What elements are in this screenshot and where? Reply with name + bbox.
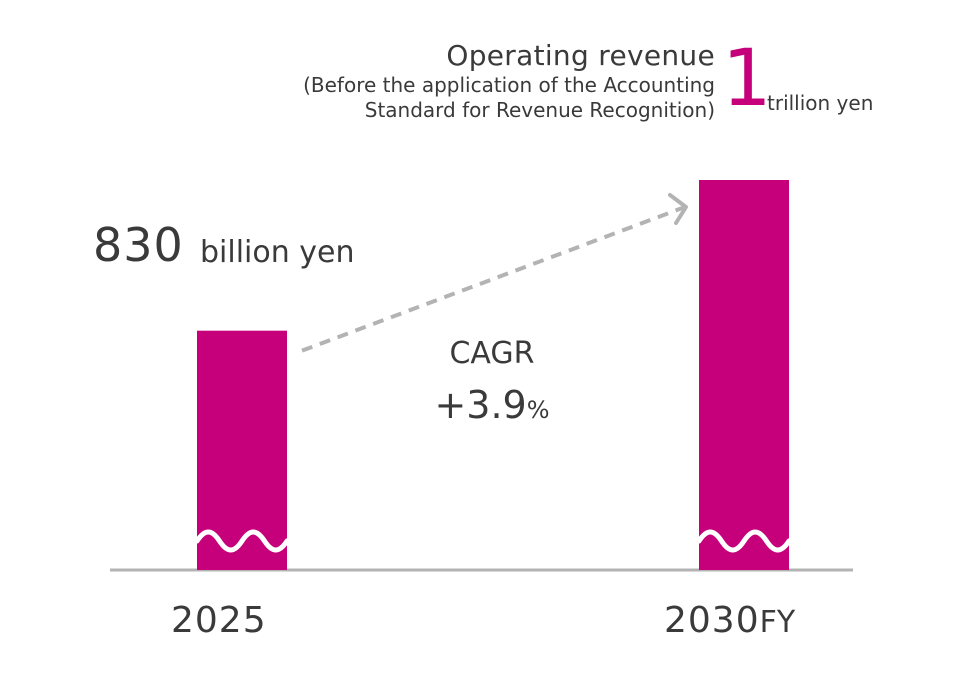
growth-arrow-line bbox=[301, 205, 686, 353]
growth-arrow bbox=[301, 193, 688, 353]
cagr-value-unit: % bbox=[526, 396, 550, 424]
x-tick-label-2030-year: 2030 bbox=[664, 600, 760, 641]
bar-2025 bbox=[197, 330, 287, 570]
x-tick-suffix-fy: FY bbox=[759, 605, 796, 640]
chart-subtitle-line1: (Before the application of the Accountin… bbox=[303, 73, 715, 97]
target-value-unit: trillion yen bbox=[767, 91, 874, 115]
x-tick-label-2030: 2030FY bbox=[664, 600, 795, 641]
axis-break-wave-2025 bbox=[194, 529, 290, 553]
chart-title: Operating revenue bbox=[446, 39, 715, 72]
cagr-value: +3.9% bbox=[380, 383, 604, 427]
growth-arrow-head bbox=[668, 193, 688, 225]
chart-subtitle-line2: Standard for Revenue Recognition) bbox=[364, 98, 715, 122]
cagr-label: CAGR bbox=[449, 336, 535, 371]
target-value-number: 1 bbox=[722, 34, 772, 124]
bar-2030 bbox=[699, 180, 789, 570]
cagr-value-number: +3.9 bbox=[434, 383, 527, 427]
chart-title-block: Operating revenue (Before the applicatio… bbox=[303, 38, 715, 123]
axis-break-wave-2030 bbox=[696, 529, 792, 553]
x-tick-label-2025: 2025 bbox=[171, 600, 267, 641]
data-label-2025-unit: billion yen bbox=[200, 235, 355, 270]
data-label-2025-value: 830 bbox=[93, 218, 184, 272]
